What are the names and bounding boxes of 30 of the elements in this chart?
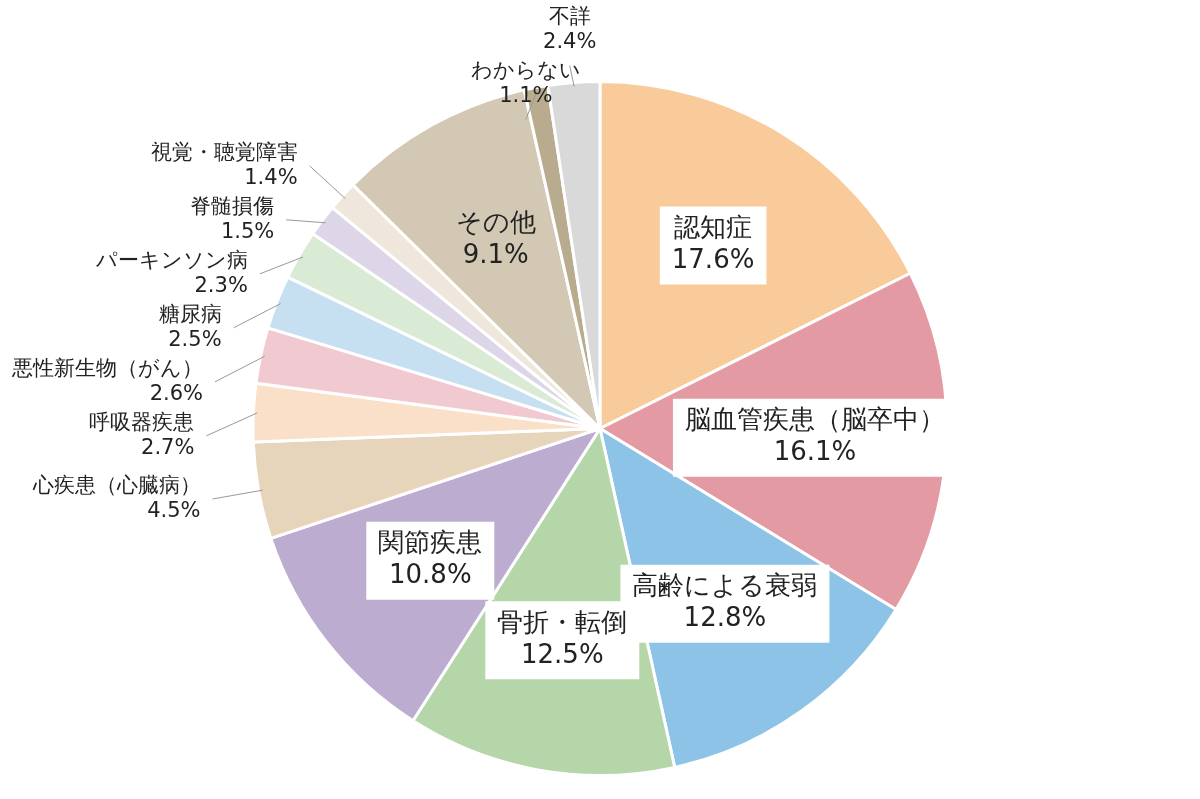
slice-label: 脊髄損傷 bbox=[190, 194, 275, 219]
slice-label: 呼吸器疾患 bbox=[89, 410, 195, 435]
slice-label: 骨折・転倒 bbox=[497, 607, 628, 638]
data-label: 2.3% bbox=[194, 273, 248, 298]
data-label: 2.5% bbox=[168, 327, 222, 352]
data-label: 1.1% bbox=[499, 83, 553, 108]
slice-label: 視覚・聴覚障害 bbox=[150, 140, 298, 165]
slice-label: 糖尿病 bbox=[158, 302, 222, 327]
data-label: 2.7% bbox=[141, 435, 195, 460]
data-label: 2.4% bbox=[543, 29, 597, 54]
slice-label: パーキンソン病 bbox=[94, 248, 248, 273]
slice-label: 脳血管疾患（脳卒中） bbox=[684, 404, 945, 435]
data-label: 12.8% bbox=[683, 602, 767, 633]
data-label: 4.5% bbox=[147, 498, 201, 523]
data-label: 17.6% bbox=[671, 244, 755, 275]
data-label: 12.5% bbox=[521, 639, 604, 670]
data-label: 9.1% bbox=[462, 239, 529, 270]
data-label: 16.1% bbox=[773, 436, 857, 467]
slice-label: その他 bbox=[455, 207, 536, 238]
data-label: 2.6% bbox=[149, 381, 204, 406]
slice-label: 高齢による衰弱 bbox=[632, 570, 818, 601]
slice-label: 認知症 bbox=[674, 212, 753, 243]
slice-label: 関節疾患 bbox=[378, 527, 483, 558]
slice-label: 心疾患（心臓病） bbox=[31, 473, 201, 498]
slice-label: 悪性新生物（がん） bbox=[11, 356, 204, 381]
data-label: 1.5% bbox=[220, 219, 275, 244]
slice-label: わからない bbox=[470, 58, 581, 83]
slice-label: 不詳 bbox=[548, 4, 591, 29]
data-label: 10.8% bbox=[389, 559, 472, 590]
data-label: 1.4% bbox=[244, 165, 298, 190]
